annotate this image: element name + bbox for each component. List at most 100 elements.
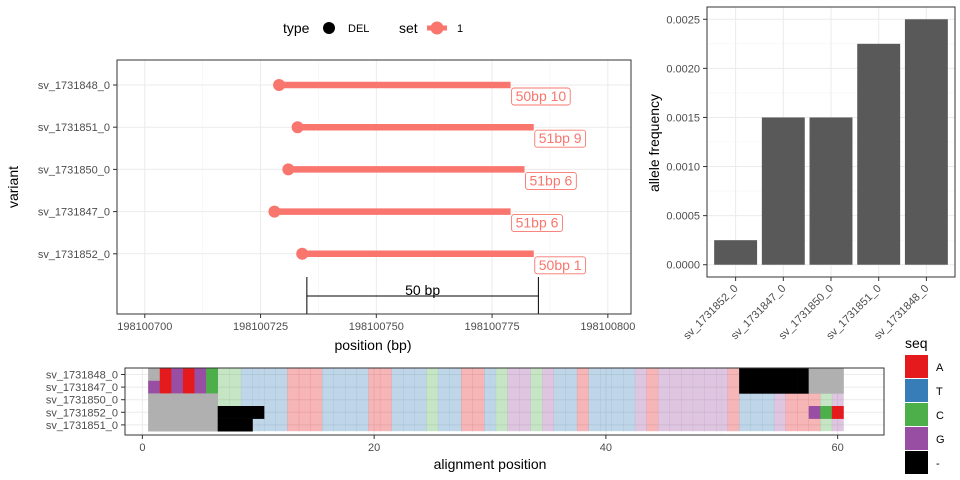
alignment-bg-cell xyxy=(287,368,300,432)
y-tick-label: 0.0025 xyxy=(666,14,700,26)
alignment-cell xyxy=(229,406,242,419)
alignment-bg-cell xyxy=(762,368,775,432)
alignment-cell xyxy=(159,380,172,394)
alignment-bg-cell xyxy=(588,368,601,432)
bar-y-ticks: 0.0000 0.0005 0.0010 0.0015 0.0020 0.0025 xyxy=(666,14,707,272)
alignment-cell xyxy=(773,368,786,382)
bar-x-ticks: sv_1731852_0sv_1731847_0sv_1731850_0sv_1… xyxy=(681,277,932,342)
alignment-cell xyxy=(159,406,172,419)
alignment-cell xyxy=(171,380,184,394)
alignment-bg-cell xyxy=(356,368,369,432)
alignment-cell xyxy=(739,380,752,394)
alignment-bg-cell xyxy=(321,368,334,432)
segment-start-point xyxy=(273,79,286,91)
alignment-bg-cell xyxy=(461,368,473,432)
alignment-cell xyxy=(182,368,195,382)
dumbbell-panel: type DEL set 1 50 bp 50bp 10 51bp 9 51bp 6… xyxy=(5,20,635,353)
alignment-cell xyxy=(148,393,161,407)
alignment-cell xyxy=(831,406,844,419)
alignment-cell xyxy=(182,418,195,432)
alignment-bg-cell xyxy=(576,368,589,432)
y-tick-label: sv_1731848_0 xyxy=(38,80,110,92)
seq-legend-key-G xyxy=(905,427,928,450)
y-tick-label: 0.0000 xyxy=(666,260,700,272)
alignment-bg-cell xyxy=(600,368,612,432)
bar-sv_1731847_0 xyxy=(761,117,805,265)
alignment-cell xyxy=(831,380,844,394)
legend-set-key-dot xyxy=(430,21,444,35)
segment-label-box xyxy=(525,171,577,190)
alignment-cell xyxy=(785,368,798,382)
alignment-bg-cell xyxy=(495,368,508,432)
alignment-bg-cell xyxy=(240,368,253,432)
segment-start-point xyxy=(282,163,295,176)
alignment-bg-cell xyxy=(252,368,265,432)
alignment-cell xyxy=(750,368,763,382)
seq-legend-key-A xyxy=(905,355,928,378)
alignment-cell xyxy=(182,406,195,419)
alignment-cell xyxy=(182,393,195,407)
alignment-bg-cell xyxy=(634,368,647,432)
segment-label-box xyxy=(534,256,587,275)
scale-bar-label: 50 bp xyxy=(405,282,440,298)
alignment-cell xyxy=(206,368,219,382)
alignment-bg-cell xyxy=(472,368,485,432)
y-tick-label: sv_1731852_0 xyxy=(38,249,110,261)
bar-panel: 0.0000 0.0005 0.0010 0.0015 0.0020 0.0025 sv_… xyxy=(646,6,956,342)
alignment-cell xyxy=(762,368,775,382)
alignment-cell xyxy=(739,368,752,382)
segment-label-box xyxy=(511,214,563,233)
alignment-cell xyxy=(159,418,172,432)
alignment-bg-cell xyxy=(681,368,694,432)
seq-legend-label: C xyxy=(936,410,944,422)
alignment-cell xyxy=(785,380,798,394)
alignment-cell xyxy=(252,406,265,419)
dumbbell-legend: type DEL set 1 xyxy=(283,20,463,36)
segment-label: 50bp 1 xyxy=(539,257,582,273)
alignment-cell xyxy=(820,406,833,419)
seq-legend-label: - xyxy=(936,458,940,470)
y-tick-label: sv_1731847_0 xyxy=(38,207,110,219)
alignment-bg-cell xyxy=(785,368,798,432)
segment-label: 51bp 9 xyxy=(539,130,582,146)
alignment-cell xyxy=(750,380,763,394)
alignment-cell xyxy=(229,418,242,432)
x-tick-label: 198100775 xyxy=(465,321,520,333)
y-tick-label: sv_1731850_0 xyxy=(46,395,118,407)
alignment-bg-cell xyxy=(808,368,821,432)
alignment-cell xyxy=(159,368,172,382)
segment-start-point xyxy=(268,205,281,218)
alignment-cell xyxy=(808,380,821,394)
dumbbell-marks: 50bp 10 51bp 9 51bp 6 51bp 6 50bp 1 xyxy=(268,79,587,275)
alignment-bg-cell xyxy=(414,368,427,432)
legend-set-title: set xyxy=(399,20,418,36)
segment-label: 51bp 6 xyxy=(529,172,572,188)
alignment-bg-cell xyxy=(797,368,809,432)
alignment-cell xyxy=(159,393,172,407)
x-tick-label: 40 xyxy=(600,442,612,454)
alignment-cell xyxy=(808,406,821,419)
alignment-bg-cell xyxy=(217,368,230,432)
alignment-bg-cell xyxy=(658,368,670,432)
alignment-bg-cell xyxy=(426,368,439,432)
alignment-cell xyxy=(194,368,207,382)
alignment-bg-cell xyxy=(333,368,346,432)
alignment-panel: sv_1731848_0sv_1731847_0sv_1731850_0sv_1… xyxy=(46,335,945,474)
seq-legend-title: seq xyxy=(905,335,928,351)
dumbbell-x-axis-label: position (bp) xyxy=(334,337,411,353)
segment-start-point xyxy=(296,247,309,260)
alignment-bg-cell xyxy=(449,368,462,432)
alignment-bg-cell xyxy=(704,368,717,432)
alignment-bg-cell xyxy=(611,368,624,432)
alignment-cell xyxy=(206,406,219,419)
alignment-bg-cell xyxy=(530,368,543,432)
segment-start-point xyxy=(291,121,304,134)
dumbbell-y-axis-label: variant xyxy=(5,166,21,208)
alignment-cell xyxy=(171,393,184,407)
y-tick-label: sv_1731852_0 xyxy=(46,407,118,419)
bar-sv_1731851_0 xyxy=(857,43,901,265)
alignment-bg-cell xyxy=(553,368,566,432)
y-tick-label: sv_1731851_0 xyxy=(38,122,110,134)
legend-type-value: DEL xyxy=(348,23,369,35)
